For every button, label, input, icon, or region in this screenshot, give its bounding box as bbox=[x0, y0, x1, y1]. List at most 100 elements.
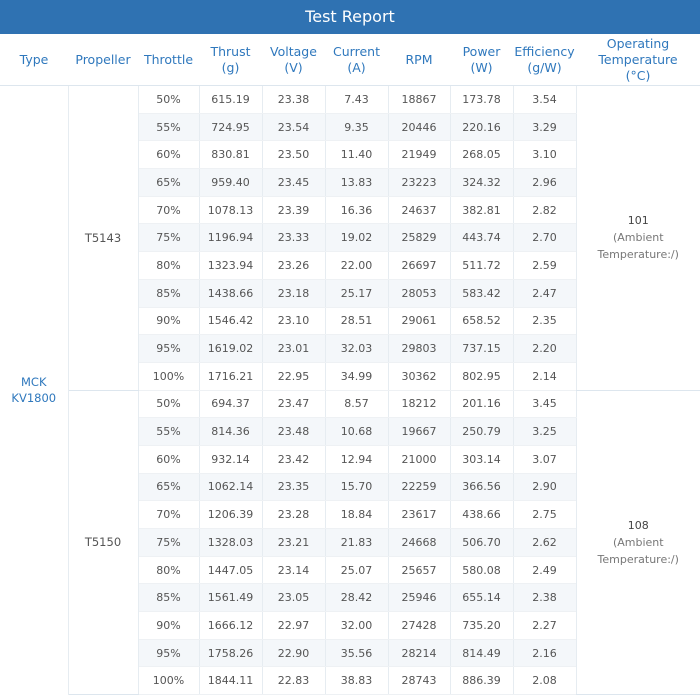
table-row: MCK KV1800 T5143 50% 615.19 23.38 7.43 18867 173… bbox=[0, 85, 700, 695]
efficiency-cell: 3.25 bbox=[512, 417, 576, 446]
efficiency-cell: 2.70 bbox=[512, 223, 576, 253]
efficiency-cell: 2.96 bbox=[512, 168, 576, 197]
thrust-cell: 1447.05 bbox=[198, 556, 262, 585]
ambient-temperature-note: (Ambient Temperature:/) bbox=[597, 535, 679, 566]
thrust-cell: 1844.11 bbox=[198, 666, 262, 695]
current-cell: 9.35 bbox=[324, 113, 388, 142]
temperature-value: 108 bbox=[627, 518, 649, 532]
current-cell: 12.94 bbox=[324, 445, 388, 474]
throttle-cell: 80% bbox=[137, 251, 199, 280]
voltage-cell: 23.05 bbox=[261, 583, 325, 613]
efficiency-cell: 2.38 bbox=[512, 583, 576, 613]
thrust-cell: 615.19 bbox=[198, 85, 262, 114]
report-title: Test Report bbox=[0, 0, 700, 34]
temperature-cell: 108 (Ambient Temperature:/) bbox=[575, 390, 700, 695]
current-cell: 32.03 bbox=[324, 334, 388, 363]
current-cell: 10.68 bbox=[324, 417, 388, 446]
header-row: Type Propeller Throttle Thrust (g) Voltag… bbox=[0, 34, 700, 86]
voltage-cell: 23.33 bbox=[261, 223, 325, 253]
power-cell: 173.78 bbox=[449, 85, 513, 114]
voltage-cell: 23.21 bbox=[261, 528, 325, 557]
report-body: MCK KV1800 T5143 50% 615.19 23.38 7.43 18867 173… bbox=[0, 85, 700, 695]
temperature-cell: 101 (Ambient Temperature:/) bbox=[575, 85, 700, 391]
power-cell: 580.08 bbox=[449, 556, 513, 585]
table-row: 65% 1062.14 23.35 15.70 22259 366.56 2.90 bbox=[0, 473, 700, 502]
power-cell: 655.14 bbox=[449, 583, 513, 613]
header-temperature: Operating Temperature (°C) bbox=[576, 34, 700, 86]
current-cell: 28.42 bbox=[324, 583, 388, 613]
efficiency-cell: 3.54 bbox=[512, 85, 576, 114]
current-cell: 35.56 bbox=[324, 639, 388, 668]
rpm-cell: 25946 bbox=[387, 583, 450, 613]
current-cell: 19.02 bbox=[324, 223, 388, 253]
voltage-cell: 23.39 bbox=[261, 196, 325, 225]
throttle-cell: 70% bbox=[137, 500, 199, 529]
power-cell: 802.95 bbox=[449, 362, 513, 391]
table-row: 65% 959.40 23.45 13.83 23223 324.32 2.96 bbox=[0, 168, 700, 197]
table-row: 85% 1438.66 23.18 25.17 28053 583.42 2.47 bbox=[0, 279, 700, 308]
table-row: 80% 1447.05 23.14 25.07 25657 580.08 2.49 bbox=[0, 556, 700, 585]
current-cell: 11.40 bbox=[324, 140, 388, 170]
throttle-cell: 50% bbox=[137, 85, 199, 114]
efficiency-cell: 2.08 bbox=[512, 666, 576, 695]
current-cell: 7.43 bbox=[324, 85, 388, 114]
throttle-cell: 95% bbox=[137, 639, 199, 668]
efficiency-cell: 2.14 bbox=[512, 362, 576, 391]
rpm-cell: 29803 bbox=[387, 334, 450, 363]
power-cell: 324.32 bbox=[449, 168, 513, 197]
rpm-cell: 23223 bbox=[387, 168, 450, 197]
thrust-cell: 1561.49 bbox=[198, 583, 262, 613]
throttle-cell: 60% bbox=[137, 140, 199, 170]
current-cell: 8.57 bbox=[324, 390, 388, 419]
rpm-cell: 25829 bbox=[387, 223, 450, 253]
efficiency-cell: 3.07 bbox=[512, 445, 576, 474]
rpm-cell: 29061 bbox=[387, 307, 450, 336]
throttle-cell: 95% bbox=[137, 334, 199, 363]
thrust-cell: 1758.26 bbox=[198, 639, 262, 668]
thrust-cell: 1206.39 bbox=[198, 500, 262, 529]
voltage-cell: 23.47 bbox=[261, 390, 325, 419]
throttle-cell: 80% bbox=[137, 556, 199, 585]
table-row: 90% 1546.42 23.10 28.51 29061 658.52 2.35 bbox=[0, 307, 700, 336]
efficiency-cell: 2.35 bbox=[512, 307, 576, 336]
voltage-cell: 23.01 bbox=[261, 334, 325, 363]
table-row: 80% 1323.94 23.26 22.00 26697 511.72 2.59 bbox=[0, 251, 700, 280]
rpm-cell: 30362 bbox=[387, 362, 450, 391]
rpm-cell: 18867 bbox=[387, 85, 450, 114]
table-row: 55% 724.95 23.54 9.35 20446 220.16 3.29 bbox=[0, 113, 700, 142]
throttle-cell: 60% bbox=[137, 445, 199, 474]
table-row: 60% 932.14 23.42 12.94 21000 303.14 3.07 bbox=[0, 445, 700, 474]
thrust-cell: 959.40 bbox=[198, 168, 262, 197]
voltage-cell: 23.54 bbox=[261, 113, 325, 142]
rpm-cell: 26697 bbox=[387, 251, 450, 280]
rpm-cell: 20446 bbox=[387, 113, 450, 142]
rpm-cell: 19667 bbox=[387, 417, 450, 446]
throttle-cell: 85% bbox=[137, 279, 199, 308]
rpm-cell: 23617 bbox=[387, 500, 450, 529]
table-row: 70% 1078.13 23.39 16.36 24637 382.81 2.82 bbox=[0, 196, 700, 225]
table-row: 85% 1561.49 23.05 28.42 25946 655.14 2.38 bbox=[0, 583, 700, 613]
rpm-cell: 18212 bbox=[387, 390, 450, 419]
power-cell: 583.42 bbox=[449, 279, 513, 308]
thrust-cell: 1666.12 bbox=[198, 611, 262, 640]
table-row: 70% 1206.39 23.28 18.84 23617 438.66 2.75 bbox=[0, 500, 700, 529]
efficiency-cell: 2.82 bbox=[512, 196, 576, 225]
propeller-cell: T5143 bbox=[68, 85, 139, 391]
throttle-cell: 90% bbox=[137, 307, 199, 336]
throttle-cell: 70% bbox=[137, 196, 199, 225]
throttle-cell: 75% bbox=[137, 223, 199, 253]
efficiency-cell: 3.45 bbox=[512, 390, 576, 419]
power-cell: 511.72 bbox=[449, 251, 513, 280]
table-row: 60% 830.81 23.50 11.40 21949 268.05 3.10 bbox=[0, 140, 700, 170]
throttle-cell: 50% bbox=[137, 390, 199, 419]
header-voltage: Voltage (V) bbox=[262, 34, 325, 86]
voltage-cell: 22.97 bbox=[261, 611, 325, 640]
header-propeller: Propeller bbox=[68, 34, 138, 86]
current-cell: 16.36 bbox=[324, 196, 388, 225]
rpm-cell: 21949 bbox=[387, 140, 450, 170]
table-row: 75% 1196.94 23.33 19.02 25829 443.74 2.70 bbox=[0, 223, 700, 253]
table-row: T5150 50% 694.37 23.47 8.57 18212 201.16 3.45 10… bbox=[0, 390, 700, 695]
voltage-cell: 23.45 bbox=[261, 168, 325, 197]
header-rpm: RPM bbox=[388, 34, 450, 86]
efficiency-cell: 2.59 bbox=[512, 251, 576, 280]
